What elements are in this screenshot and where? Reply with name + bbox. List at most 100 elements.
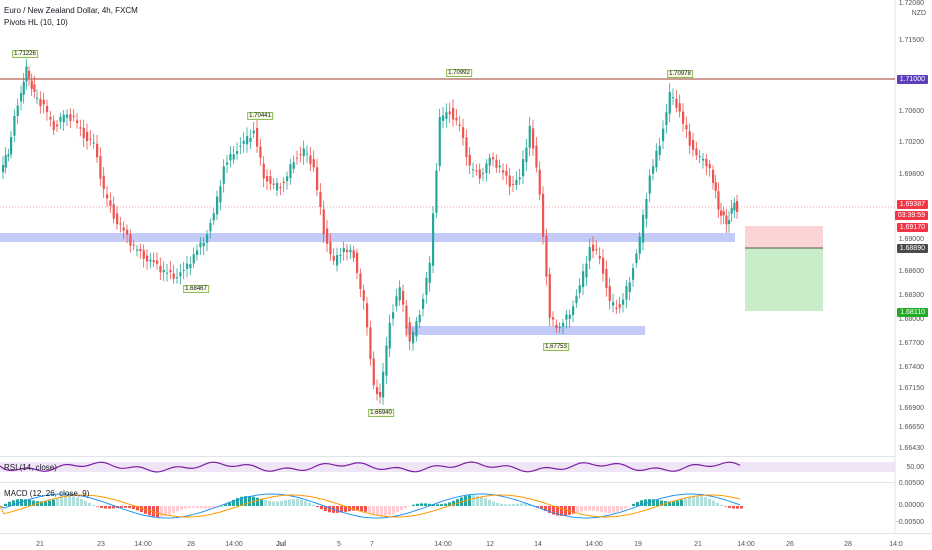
candle-body bbox=[13, 115, 16, 136]
candle-body bbox=[46, 106, 49, 113]
macd-histogram-bar bbox=[52, 499, 55, 506]
macd-histogram-bar bbox=[80, 498, 83, 506]
macd-histogram-bar bbox=[448, 502, 451, 506]
candle-body bbox=[725, 215, 728, 225]
macd-histogram-bar bbox=[500, 503, 503, 506]
rsi-legend[interactable]: RSI (14, close) bbox=[4, 463, 57, 472]
macd-histogram-bar bbox=[56, 498, 59, 506]
macd-histogram-bar bbox=[480, 496, 483, 506]
macd-histogram-bar bbox=[308, 502, 311, 506]
macd-histogram-bar bbox=[580, 506, 583, 512]
candle-body bbox=[692, 140, 695, 150]
macd-histogram-bar bbox=[240, 496, 243, 506]
indicator-legend[interactable]: Pivots HL (10, 10) bbox=[4, 18, 68, 27]
macd-histogram-bar bbox=[536, 506, 539, 507]
macd-histogram-bar bbox=[440, 504, 443, 506]
candle-body bbox=[508, 175, 511, 187]
macd-histogram-bar bbox=[372, 506, 375, 515]
candle-body bbox=[635, 253, 638, 264]
macd-histogram-bar bbox=[236, 498, 239, 506]
macd-histogram-bar bbox=[364, 506, 367, 512]
macd-histogram-bar bbox=[288, 499, 291, 506]
macd-histogram-bar bbox=[728, 506, 731, 508]
macd-histogram-bar bbox=[276, 501, 279, 506]
macd-histogram-bar bbox=[356, 506, 359, 511]
time-axis-label: 26 bbox=[786, 541, 794, 548]
macd-histogram-bar bbox=[392, 506, 395, 515]
candle-body bbox=[478, 169, 481, 179]
candle-body bbox=[249, 137, 252, 143]
macd-histogram-bar bbox=[616, 506, 619, 512]
candle-body bbox=[25, 66, 28, 82]
candle-body bbox=[256, 127, 259, 147]
candle-body bbox=[199, 242, 202, 248]
candle-body bbox=[28, 70, 31, 78]
macd-histogram-bar bbox=[692, 496, 695, 506]
macd-legend[interactable]: MACD (12, 26, close, 9) bbox=[4, 489, 90, 498]
candle-body bbox=[545, 235, 548, 277]
macd-histogram-bar bbox=[16, 499, 19, 506]
candle-body bbox=[675, 98, 678, 108]
candle-body bbox=[595, 249, 598, 251]
macd-histogram-bar bbox=[328, 506, 331, 513]
symbol-title[interactable]: Euro / New Zealand Dollar, 4h, FXCM bbox=[4, 6, 138, 15]
macd-histogram-bar bbox=[408, 506, 411, 507]
macd-histogram-bar bbox=[688, 497, 691, 506]
time-axis-label: 21 bbox=[694, 541, 702, 548]
macd-histogram-bar bbox=[540, 506, 543, 509]
price-axis-label: 1.67400 bbox=[898, 364, 924, 371]
macd-histogram-bar bbox=[248, 496, 251, 506]
candle-body bbox=[212, 213, 215, 221]
macd-histogram-bar bbox=[716, 502, 719, 506]
macd-histogram-bar bbox=[588, 506, 591, 511]
price-axis-label: 1.66430 bbox=[898, 445, 924, 452]
macd-histogram-bar bbox=[656, 499, 659, 506]
time-axis-label: 14:00 bbox=[585, 541, 603, 548]
macd-histogram-bar bbox=[92, 504, 95, 506]
candle-body bbox=[415, 321, 418, 337]
macd-histogram-bar bbox=[128, 506, 131, 509]
candle-body bbox=[139, 248, 142, 252]
candle-body bbox=[146, 255, 149, 262]
candle-body bbox=[572, 306, 575, 316]
macd-histogram-bar bbox=[412, 504, 415, 506]
candle-body bbox=[292, 162, 295, 169]
currency-label: NZD bbox=[911, 10, 926, 17]
candle-body bbox=[412, 331, 415, 344]
macd-histogram-bar bbox=[548, 506, 551, 514]
candle-body bbox=[542, 193, 545, 237]
macd-histogram-bar bbox=[516, 503, 519, 506]
candle-body bbox=[398, 287, 401, 301]
candle-body bbox=[356, 252, 359, 273]
candle-body bbox=[149, 259, 152, 262]
candle-body bbox=[722, 211, 725, 216]
candle-body bbox=[56, 124, 59, 127]
candle-body bbox=[189, 264, 192, 269]
resistance-tag: 1.71000 bbox=[896, 75, 928, 84]
candle-body bbox=[30, 80, 33, 89]
pivot-high-label: 1.70978 bbox=[667, 70, 693, 78]
macd-histogram-bar bbox=[136, 506, 139, 511]
candle-body bbox=[714, 182, 717, 191]
support-zone bbox=[0, 233, 735, 242]
macd-histogram-bar bbox=[160, 506, 163, 517]
macd-histogram-bar bbox=[732, 506, 735, 509]
pivot-low-label: 1.67753 bbox=[543, 343, 569, 351]
rsi-separator bbox=[0, 456, 895, 457]
macd-histogram-bar bbox=[72, 496, 75, 506]
candle-body bbox=[492, 157, 495, 160]
macd-histogram-bar bbox=[108, 506, 111, 509]
macd-histogram-bar bbox=[244, 496, 247, 506]
candle-body bbox=[49, 116, 52, 120]
candle-body bbox=[119, 223, 122, 225]
candle-body bbox=[329, 241, 332, 254]
macd-histogram-bar bbox=[416, 503, 419, 506]
macd-histogram-bar bbox=[120, 506, 123, 508]
price-top-label: 1.72080 bbox=[898, 0, 924, 7]
rsi-line bbox=[0, 461, 741, 473]
macd-histogram-bar bbox=[508, 504, 511, 506]
macd-histogram-bar bbox=[296, 499, 299, 506]
candle-body bbox=[76, 120, 79, 124]
